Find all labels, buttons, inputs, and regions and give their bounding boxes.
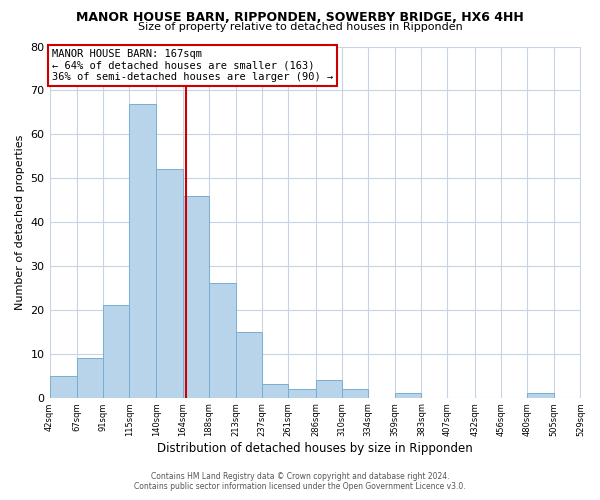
Bar (129, 104, 157, 398)
Bar (316, 380, 342, 398)
Bar (342, 389, 368, 398)
Bar (50, 376, 77, 398)
Bar (103, 306, 129, 398)
Bar (236, 332, 262, 398)
Y-axis label: Number of detached properties: Number of detached properties (15, 134, 25, 310)
Text: MANOR HOUSE BARN, RIPPONDEN, SOWERBY BRIDGE, HX6 4HH: MANOR HOUSE BARN, RIPPONDEN, SOWERBY BRI… (76, 11, 524, 24)
X-axis label: Distribution of detached houses by size in Ripponden: Distribution of detached houses by size … (157, 442, 473, 455)
Text: MANOR HOUSE BARN: 167sqm
← 64% of detached houses are smaller (163)
36% of semi-: MANOR HOUSE BARN: 167sqm ← 64% of detach… (52, 48, 333, 82)
Bar (289, 389, 316, 398)
Bar (395, 393, 421, 398)
Bar (182, 196, 209, 398)
Bar (77, 358, 103, 398)
Text: Size of property relative to detached houses in Ripponden: Size of property relative to detached ho… (137, 22, 463, 32)
Bar (527, 393, 554, 398)
Text: Contains HM Land Registry data © Crown copyright and database right 2024.
Contai: Contains HM Land Registry data © Crown c… (134, 472, 466, 491)
Bar (157, 170, 182, 398)
Bar (209, 284, 236, 398)
Bar (262, 384, 289, 398)
